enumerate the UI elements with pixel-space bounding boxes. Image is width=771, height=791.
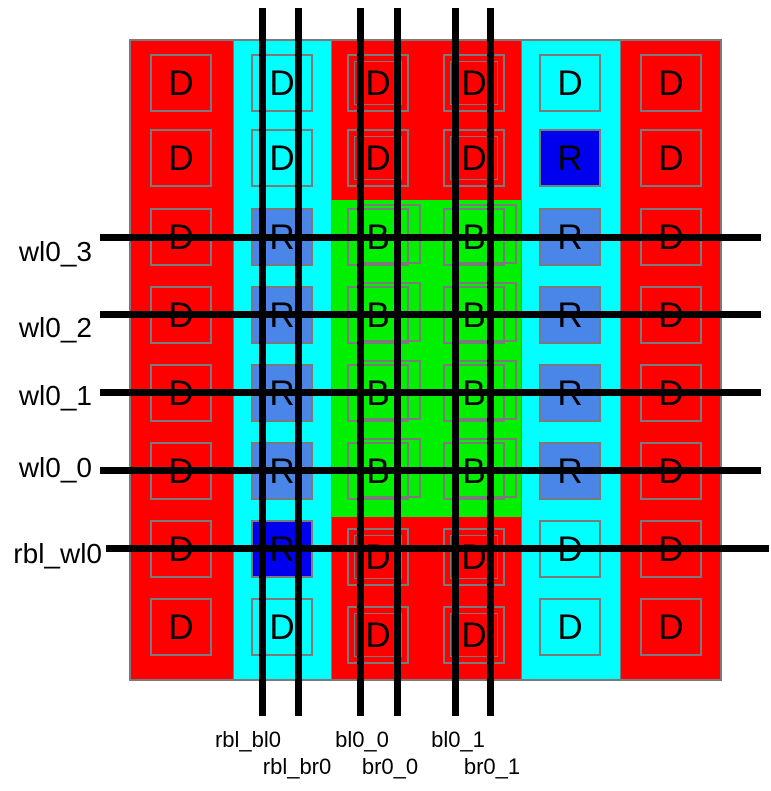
cell-r0-c3-dummy: D [443,54,505,112]
region-boundary [620,40,621,680]
bitline-label-bl0_1: bl0_1 [431,727,485,752]
cell-r0-c1-dummy: D [251,54,313,112]
cell-letter: D [461,138,487,178]
cell-letter: D [365,63,391,103]
bitline-wire-br0_0 [394,8,401,716]
cell-letter: D [557,63,583,103]
cell-r7-c1-dummy: D [251,598,313,656]
region-boundary [233,40,234,680]
dummy-column-left [130,40,233,680]
bitline-label-br0_0: br0_0 [361,754,419,779]
cell-letter: D [658,607,684,647]
cell-letter: D [461,615,487,655]
wordline-label-wl0_2: wl0_2 [18,312,92,343]
wordline-label-wl0_1: wl0_1 [18,380,92,411]
bitline-wire-br0_1 [487,8,494,716]
bitline-wire-rbl_br0 [295,8,302,716]
cell-r1-c2-dummy: D [347,129,409,187]
cell-r1-c1-dummy: D [251,129,313,187]
cell-r1-c3-dummy: D [443,129,505,187]
wordline-label-wl0_3: wl0_3 [18,236,92,267]
cell-r1-c0-dummy: D [150,129,212,187]
cell-letter: D [365,615,391,655]
region-boundary [331,40,332,680]
cell-r7-c2-dummy: D [347,606,409,664]
bitline-label-bl0_0: bl0_0 [335,727,389,752]
bitline-wire-bl0_0 [357,8,364,716]
cell-letter: D [658,63,684,103]
wordline-wire-wl0_3 [100,234,761,241]
bitline-label-br0_1: br0_1 [463,754,521,779]
cell-r1-c5-dummy: D [640,129,702,187]
cell-r0-c0-dummy: D [150,54,212,112]
cell-r7-c0-dummy: D [150,598,212,656]
wordline-wire-wl0_0 [100,467,761,474]
region-boundary [521,40,522,680]
wordline-label-rbl_wl0: rbl_wl0 [13,538,102,569]
cell-letter: R [557,138,583,178]
cell-letter: D [269,138,295,178]
wordline-wire-rbl_wl0 [106,545,769,552]
bitline-wire-rbl_bl0 [259,8,266,716]
cell-letter: D [168,607,194,647]
cell-r7-c3-dummy: D [443,606,505,664]
bitline-label-rbl_br0: rbl_br0 [262,754,332,779]
cell-r0-c4-dummy: D [539,54,601,112]
cell-r0-c5-dummy: D [640,54,702,112]
cell-letter: D [461,63,487,103]
cell-letter: D [658,138,684,178]
cell-r1-c4-replica-dark: R [539,129,601,187]
bitline-wire-bl0_1 [452,8,459,716]
bitline-label-rbl_bl0: rbl_bl0 [214,727,282,752]
cell-letter: D [269,607,295,647]
wordline-label-wl0_0: wl0_0 [18,452,92,483]
cell-letter: D [365,138,391,178]
cell-letter: D [168,63,194,103]
cell-letter: D [269,63,295,103]
cell-r0-c2-dummy: D [347,54,409,112]
dummy-column-right [620,40,722,680]
cell-letter: D [557,607,583,647]
wordline-wire-wl0_1 [100,389,761,396]
wordline-wire-wl0_2 [100,311,761,318]
cell-r7-c5-dummy: D [640,598,702,656]
cell-letter: D [168,138,194,178]
cell-r7-c4-dummy: D [539,598,601,656]
